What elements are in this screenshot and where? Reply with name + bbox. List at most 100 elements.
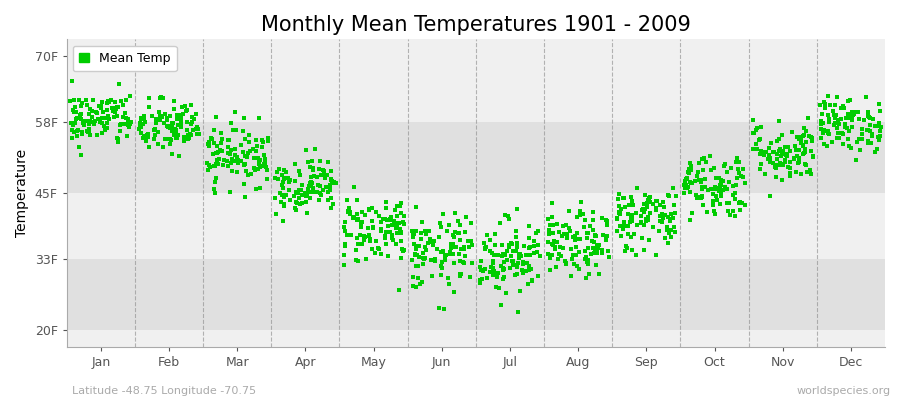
Point (792, 155, 806, 162)
Point (696, 201, 710, 208)
Point (465, 242, 480, 249)
Point (162, 136, 176, 142)
Point (622, 202, 636, 208)
Point (105, 105, 120, 112)
Point (293, 187, 308, 193)
Point (704, 186, 718, 192)
Point (274, 192, 289, 198)
Point (523, 243, 537, 250)
Point (151, 128, 166, 135)
Point (139, 118, 153, 125)
Point (447, 289, 462, 295)
Point (363, 238, 377, 244)
Point (340, 208, 355, 214)
Point (752, 136, 767, 142)
Point (616, 195, 631, 202)
Point (799, 161, 814, 168)
Point (571, 214, 585, 220)
Point (240, 153, 255, 160)
Point (259, 176, 274, 183)
Point (522, 245, 536, 252)
Point (231, 158, 246, 165)
Point (623, 218, 637, 225)
Point (393, 210, 408, 216)
Point (551, 256, 565, 262)
Point (478, 246, 492, 252)
Point (666, 215, 680, 221)
Point (545, 241, 560, 247)
Point (350, 196, 365, 203)
Point (411, 243, 426, 249)
Point (432, 305, 446, 312)
Point (283, 177, 297, 184)
Point (289, 207, 303, 213)
Point (449, 243, 464, 250)
Point (818, 105, 832, 111)
Point (228, 152, 242, 159)
Point (374, 226, 388, 232)
Point (869, 146, 884, 152)
Point (409, 246, 423, 252)
Point (625, 218, 639, 224)
Point (495, 276, 509, 282)
Point (656, 214, 670, 221)
Point (152, 109, 166, 115)
Point (338, 252, 352, 258)
Point (849, 157, 863, 164)
Point (612, 203, 626, 209)
Point (626, 202, 640, 208)
Point (184, 121, 198, 127)
Point (763, 154, 778, 161)
Point (108, 99, 122, 106)
Point (684, 180, 698, 186)
Point (677, 190, 691, 196)
Point (387, 218, 401, 225)
Point (634, 206, 649, 213)
Point (119, 97, 133, 103)
Point (639, 218, 653, 224)
Point (482, 268, 497, 275)
Point (714, 182, 728, 188)
Point (412, 254, 427, 260)
Point (588, 232, 602, 238)
Point (289, 189, 303, 195)
Point (257, 160, 272, 166)
Point (788, 142, 802, 149)
Point (123, 119, 138, 125)
Point (772, 148, 787, 155)
Point (133, 130, 148, 136)
Point (140, 134, 155, 140)
Point (134, 124, 148, 130)
Point (79, 96, 94, 103)
Point (394, 229, 409, 235)
Point (191, 126, 205, 132)
Point (144, 113, 158, 120)
Point (221, 137, 236, 144)
Point (515, 267, 529, 273)
Point (716, 178, 730, 184)
Point (484, 263, 499, 270)
Point (141, 143, 156, 150)
Point (612, 209, 626, 215)
Point (428, 257, 443, 264)
Point (707, 185, 722, 192)
Point (321, 158, 336, 165)
Point (238, 135, 252, 142)
Point (276, 176, 291, 182)
Point (694, 179, 708, 186)
Point (248, 167, 262, 173)
Point (306, 185, 320, 192)
Point (549, 264, 563, 270)
Point (444, 241, 458, 247)
Point (321, 189, 336, 196)
Point (660, 227, 674, 233)
Point (256, 161, 271, 168)
Point (816, 120, 831, 126)
Point (64, 119, 78, 126)
Point (792, 134, 806, 140)
Point (326, 201, 340, 208)
Point (518, 243, 532, 249)
Point (83, 106, 97, 112)
Point (447, 234, 462, 240)
Point (288, 205, 302, 212)
